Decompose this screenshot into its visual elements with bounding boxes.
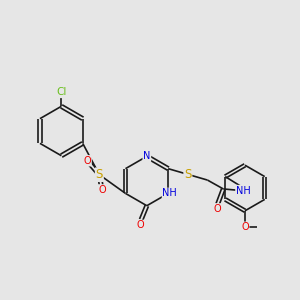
Text: O: O bbox=[83, 156, 91, 166]
Text: Cl: Cl bbox=[56, 87, 67, 98]
Text: O: O bbox=[241, 222, 249, 232]
Text: S: S bbox=[184, 168, 191, 181]
Text: NH: NH bbox=[236, 185, 250, 196]
Text: O: O bbox=[214, 204, 221, 214]
Text: N: N bbox=[143, 151, 151, 161]
Text: O: O bbox=[136, 220, 144, 230]
Text: S: S bbox=[96, 168, 103, 181]
Text: NH: NH bbox=[162, 188, 177, 198]
Text: O: O bbox=[98, 185, 106, 195]
